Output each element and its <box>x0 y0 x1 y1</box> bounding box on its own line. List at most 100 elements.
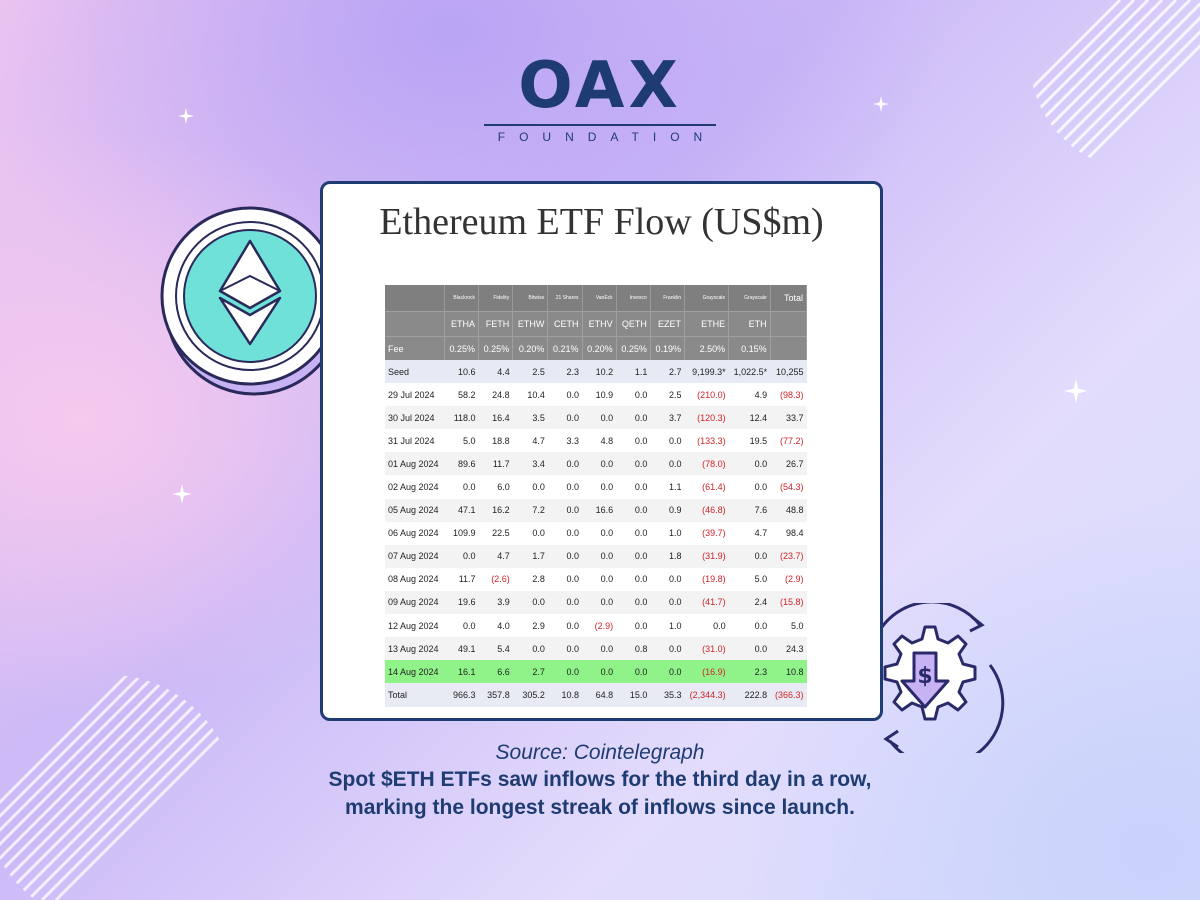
table-cell: 3.9 <box>478 590 513 615</box>
table-row: 08 Aug 2024 11.7 (2.6) 2.8 0.0 0.0 0.0 0.0 (19.8… <box>385 567 807 591</box>
table-row: 05 Aug 2024 47.1 16.2 7.2 0.0 16.6 0.0 0.9 (46.8… <box>385 498 807 522</box>
ticker-header: ETHW <box>512 311 549 337</box>
table-cell: 2.7 <box>650 360 685 384</box>
table-cell: 0.0 <box>616 406 651 430</box>
issuer-header: Total <box>770 285 808 312</box>
table-cell: 10,255 <box>770 360 807 384</box>
svg-text:$: $ <box>917 664 932 689</box>
table-cell: 11.7 <box>444 567 479 591</box>
table-cell: 0.0 <box>512 590 548 615</box>
table-cell: 0.0 <box>582 452 617 476</box>
table-cell: 0.0 <box>512 521 548 545</box>
stripes-bottom-left <box>0 675 235 900</box>
table-cell: 1.1 <box>650 475 685 499</box>
table-cell: 10.9 <box>582 383 617 407</box>
table-cell: 2.5 <box>512 360 548 384</box>
table-cell: 0.0 <box>547 637 583 661</box>
fee-row: Fee 0.25% 0.25% 0.20% 0.21% 0.20% 0.25% 0.19% 2.… <box>385 336 808 360</box>
table-cell: 0.0 <box>547 521 583 545</box>
table-cell: 0.0 <box>616 660 651 684</box>
table-cell: 4.8 <box>582 429 617 453</box>
row-label: 13 Aug 2024 <box>385 637 445 661</box>
table-row: 06 Aug 2024 109.9 22.5 0.0 0.0 0.0 0.0 1.0 (39.7… <box>385 521 807 545</box>
fee-cell: 0.15% <box>728 336 771 360</box>
row-label: 30 Jul 2024 <box>385 406 445 430</box>
sparkle-icon <box>873 96 889 112</box>
table-cell: 48.8 <box>770 498 807 522</box>
table-cell: 1.0 <box>650 521 685 545</box>
etf-flow-card: Ethereum ETF Flow (US$m) Blackrock Fideli… <box>320 181 883 721</box>
table-cell: 0.0 <box>616 452 651 476</box>
issuer-header: Franklin <box>650 285 686 312</box>
table-cell: 6.0 <box>478 475 513 499</box>
issuer-header: Invesco <box>616 285 651 312</box>
table-cell: 4.7 <box>512 429 548 453</box>
table-row: 07 Aug 2024 0.0 4.7 1.7 0.0 0.0 0.0 1.8 (31.9) 0.… <box>385 544 807 568</box>
table-cell: (54.3) <box>770 475 807 499</box>
fee-label: Fee <box>385 336 445 360</box>
table-cell: 0.8 <box>616 637 651 661</box>
table-cell: (133.3) <box>684 429 729 453</box>
table-cell: 0.0 <box>444 475 479 499</box>
table-cell: 0.0 <box>547 406 583 430</box>
header-corner <box>385 285 445 312</box>
table-cell: 109.9 <box>444 521 479 545</box>
table-cell: 5.0 <box>728 567 771 591</box>
row-label: 29 Jul 2024 <box>385 383 445 407</box>
table-cell: (2.9) <box>582 614 617 638</box>
table-cell: 2.5 <box>650 383 685 407</box>
table-cell: 0.0 <box>547 498 583 522</box>
fee-cell: 0.19% <box>650 336 686 360</box>
table-row: 13 Aug 2024 49.1 5.4 0.0 0.0 0.0 0.8 0.0 (31.0) 0… <box>385 637 807 661</box>
row-label: 14 Aug 2024 <box>385 660 445 684</box>
table-cell: 2.3 <box>728 660 771 684</box>
table-cell: 0.0 <box>582 590 617 615</box>
issuer-header: Fidelity <box>478 285 514 312</box>
table-cell: 0.0 <box>616 475 651 499</box>
table-cell: 64.8 <box>582 683 617 708</box>
table-cell: 0.0 <box>650 567 685 591</box>
row-label: 01 Aug 2024 <box>385 452 445 476</box>
row-label: 08 Aug 2024 <box>385 567 445 591</box>
row-label: 12 Aug 2024 <box>385 614 445 638</box>
table-row: 01 Aug 2024 89.6 11.7 3.4 0.0 0.0 0.0 0.0 (78.0)… <box>385 452 807 476</box>
table-cell: 4.0 <box>478 614 513 638</box>
table-cell: 19.6 <box>444 590 479 615</box>
table-cell: 0.0 <box>547 544 583 568</box>
table-cell: 33.7 <box>770 406 807 430</box>
table-cell: (210.0) <box>684 383 729 407</box>
table-cell: 0.0 <box>582 475 617 499</box>
table-cell: 0.0 <box>582 521 617 545</box>
table-cell: 10.8 <box>547 683 583 708</box>
table-cell: 18.8 <box>478 429 513 453</box>
table-cell: 0.0 <box>582 406 617 430</box>
table-cell: (78.0) <box>684 452 729 476</box>
table-cell: 0.0 <box>582 567 617 591</box>
table-cell: 47.1 <box>444 498 479 522</box>
ticker-header-row: ETHA FETH ETHW CETH ETHV QETH EZET ETHE ETH <box>385 311 808 337</box>
table-cell: 1.1 <box>616 360 651 384</box>
table-cell: (16.9) <box>684 660 729 684</box>
fee-cell: 2.50% <box>684 336 730 360</box>
table-cell: (2.6) <box>478 567 513 591</box>
table-cell: 0.0 <box>547 567 583 591</box>
row-label: 07 Aug 2024 <box>385 544 445 568</box>
row-label: 02 Aug 2024 <box>385 475 445 499</box>
header-blank <box>770 311 808 337</box>
stripes-top-right <box>1030 0 1200 170</box>
dollar-gear-icon: $ <box>876 603 1005 753</box>
fee-cell: 0.20% <box>582 336 617 360</box>
table-cell: 1,022.5* <box>728 360 771 384</box>
table-cell: 0.0 <box>684 614 729 638</box>
table-cell: 6.6 <box>478 660 513 684</box>
row-label: 31 Jul 2024 <box>385 429 445 453</box>
logo-name: OAX <box>518 49 682 123</box>
table-cell: 0.0 <box>582 544 617 568</box>
header-corner <box>385 311 445 337</box>
issuer-header: VanEck <box>582 285 617 312</box>
fee-cell: 0.25% <box>478 336 514 360</box>
table-cell: 357.8 <box>478 683 513 708</box>
sparkle-icon <box>1064 379 1088 403</box>
table-cell: 222.8 <box>728 683 771 708</box>
table-cell: 24.8 <box>478 383 513 407</box>
